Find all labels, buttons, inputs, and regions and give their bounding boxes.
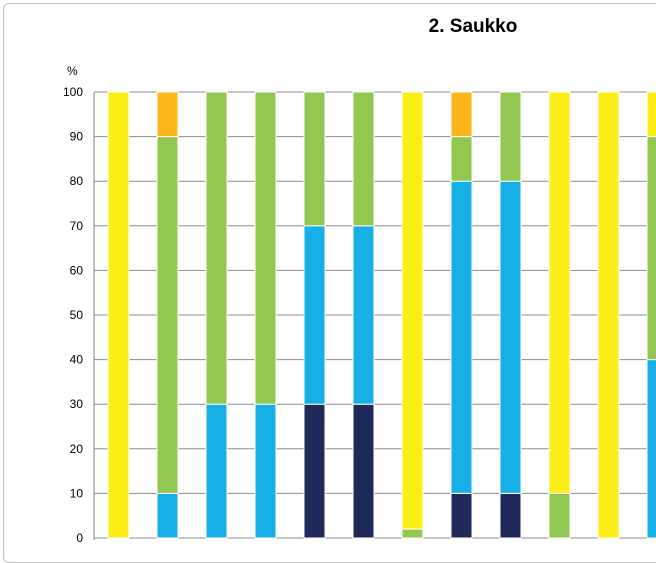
bar-8-segment-5 (450, 91, 473, 138)
bar-4-segment-3 (254, 91, 277, 405)
bar-9-segment-3 (499, 91, 522, 182)
bar-6-segment-3 (352, 91, 375, 227)
y-tick-label-30: 30 (70, 397, 84, 411)
bar-8-segment-3 (450, 136, 473, 182)
bar-10-segment-4 (548, 91, 571, 494)
bar-6-segment-1 (352, 403, 375, 539)
bar-2-segment-2 (156, 492, 179, 539)
bar-9-segment-1 (499, 492, 522, 539)
y-tick-label-80: 80 (70, 174, 84, 188)
bar-8-segment-1 (450, 492, 473, 539)
bar-2-segment-3 (156, 136, 179, 494)
bar-5-segment-3 (303, 91, 326, 227)
bar-8-segment-2 (450, 180, 473, 494)
bar-6-segment-2 (352, 225, 375, 405)
y-tick-label-100: 100 (63, 85, 83, 99)
bar-7-segment-4 (401, 91, 424, 530)
y-axis-unit-label: % (67, 64, 78, 78)
bar-12-segment-4 (646, 91, 656, 138)
y-tick-label-50: 50 (70, 308, 84, 322)
bar-5-segment-1 (303, 403, 326, 539)
bar-4-segment-2 (254, 403, 277, 539)
bar-7-segment-3 (401, 528, 424, 539)
bar-10-segment-3 (548, 492, 571, 539)
bar-1-segment-4 (107, 91, 130, 539)
bar-5-segment-2 (303, 225, 326, 405)
bar-3-segment-3 (205, 91, 228, 405)
y-tick-label-70: 70 (70, 219, 84, 233)
y-tick-label-0: 0 (76, 531, 83, 545)
bar-12-segment-3 (646, 136, 656, 361)
y-tick-label-10: 10 (70, 486, 84, 500)
bar-11-segment-4 (597, 91, 620, 539)
y-tick-label-40: 40 (70, 353, 84, 367)
chart-title: 2. Saukko (428, 16, 518, 37)
bar-12-segment-2 (646, 359, 656, 539)
y-tick-label-90: 90 (70, 130, 84, 144)
bar-3-segment-2 (205, 403, 228, 539)
y-tick-label-60: 60 (70, 263, 84, 277)
bar-9-segment-2 (499, 180, 522, 494)
y-tick-label-20: 20 (70, 442, 84, 456)
bar-2-segment-5 (156, 91, 179, 138)
